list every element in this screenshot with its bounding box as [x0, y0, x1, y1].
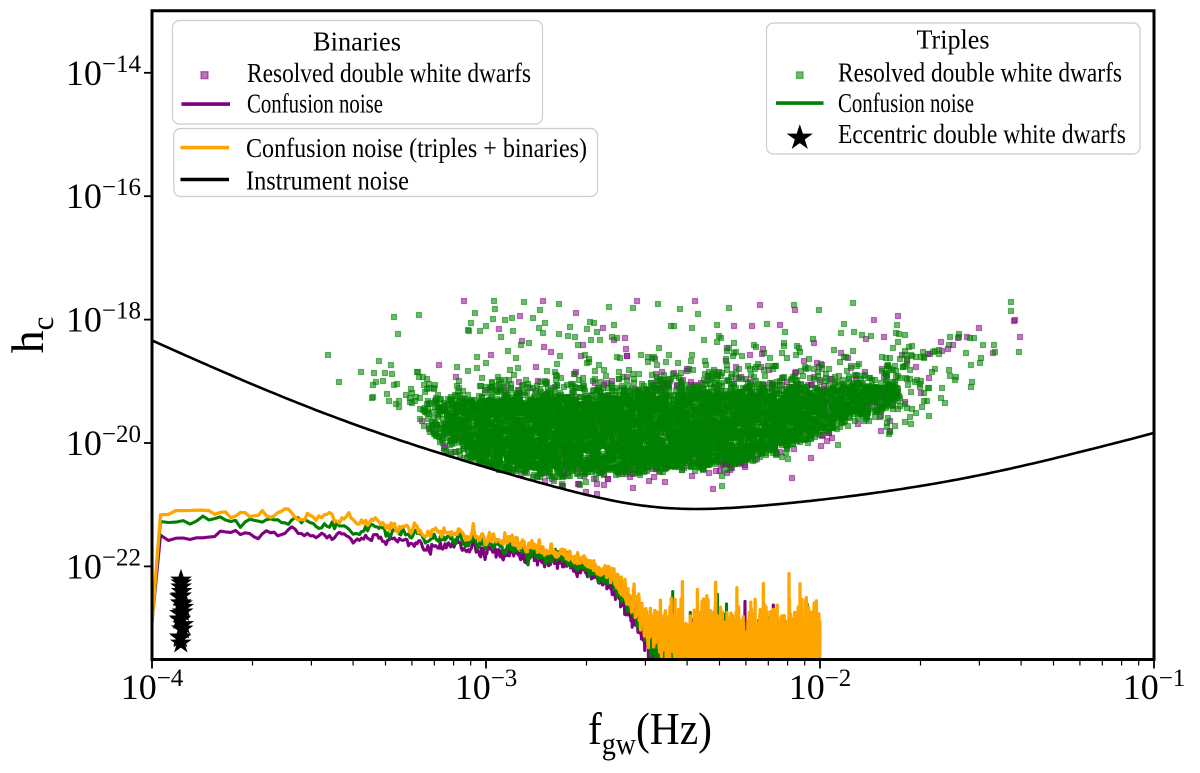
svg-text:10−4: 10−4	[121, 665, 184, 707]
svg-text:10−16: 10−16	[66, 174, 141, 216]
svg-text:10−3: 10−3	[455, 665, 518, 707]
svg-text:Confusion noise (triples + bin: Confusion noise (triples + binaries)	[246, 133, 587, 163]
svg-text:10−14: 10−14	[66, 51, 142, 93]
svg-text:10−2: 10−2	[789, 665, 852, 707]
svg-text:Resolved double white dwarfs: Resolved double white dwarfs	[838, 58, 1122, 88]
svg-text:Instrument noise: Instrument noise	[246, 166, 409, 196]
svg-text:10−1: 10−1	[1123, 665, 1186, 707]
svg-text:10−18: 10−18	[66, 298, 141, 340]
svg-text:Eccentric double white dwarfs: Eccentric double white dwarfs	[838, 119, 1126, 149]
svg-text:Confusion noise: Confusion noise	[247, 88, 383, 118]
svg-text:Binaries: Binaries	[313, 27, 401, 57]
svg-text:hc: hc	[2, 317, 60, 354]
svg-text:10−22: 10−22	[66, 544, 141, 586]
svg-text:Confusion noise: Confusion noise	[838, 88, 974, 118]
svg-text:fgw(Hz): fgw(Hz)	[588, 703, 712, 761]
svg-text:Resolved double white dwarfs: Resolved double white dwarfs	[247, 58, 531, 88]
svg-text:10−20: 10−20	[66, 421, 141, 463]
svg-text:Triples: Triples	[917, 25, 990, 55]
